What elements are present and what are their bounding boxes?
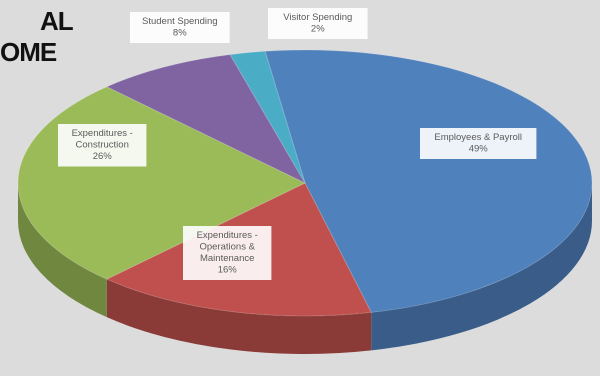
label-line: 49%	[469, 144, 489, 155]
label-line: Visitor Spending	[283, 12, 352, 23]
label-line: Construction	[76, 140, 129, 151]
label-line: 2%	[311, 24, 325, 35]
label-box	[130, 12, 230, 43]
title-line: AL	[40, 6, 74, 36]
slice-side-1	[106, 279, 372, 354]
slice-3	[105, 54, 307, 185]
label-line: Employees & Payroll	[434, 132, 522, 143]
chart-title: AL OME	[0, 6, 74, 68]
label-line: 26%	[93, 151, 113, 162]
slice-side-2	[18, 183, 107, 318]
slice-0	[264, 49, 593, 313]
label-box	[268, 8, 368, 39]
label-line: 8%	[173, 28, 187, 39]
label-line: Maintenance	[200, 253, 254, 264]
label-box	[420, 128, 537, 159]
slice-side-0	[371, 183, 592, 351]
label-line: Expenditures -	[72, 128, 133, 139]
label-line: Expenditures -	[197, 230, 258, 241]
slice-4	[229, 50, 306, 184]
label-line: Operations &	[199, 242, 255, 253]
label-box	[58, 124, 147, 167]
title-line: OME	[0, 37, 57, 67]
label-line: 16%	[218, 265, 238, 276]
label-box	[183, 226, 272, 280]
label-line: Student Spending	[142, 16, 218, 27]
